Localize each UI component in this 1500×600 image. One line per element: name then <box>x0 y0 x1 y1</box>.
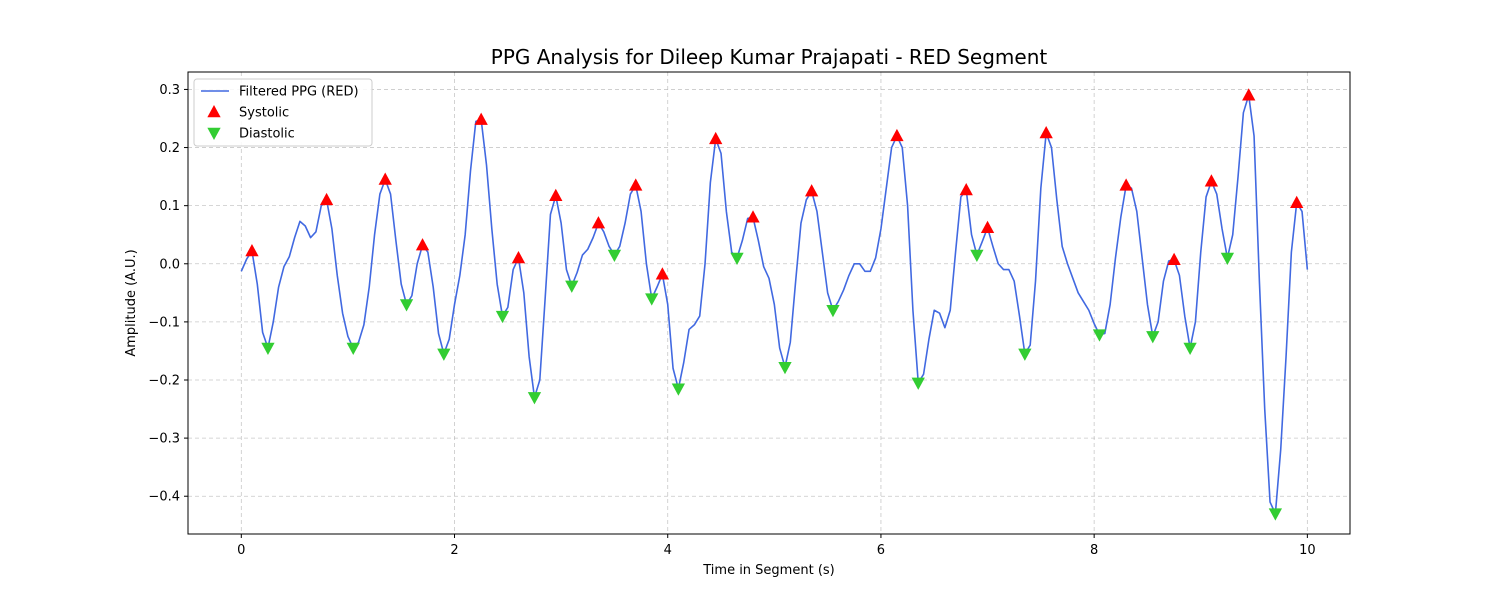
legend-label: Filtered PPG (RED) <box>239 85 359 100</box>
y-tick-label: 0.0 <box>159 257 180 272</box>
systolic-marker <box>655 267 670 280</box>
plot-frame <box>187 71 1351 535</box>
diastolic-marker <box>346 342 360 356</box>
y-tick-label: 0.3 <box>159 83 180 98</box>
systolic-marker <box>1204 174 1219 187</box>
systolic-marker <box>549 188 563 202</box>
diastolic-marker <box>826 305 840 318</box>
x-tick-label: 8 <box>1090 543 1098 558</box>
systolic-marker <box>746 210 760 223</box>
systolic-marker <box>511 250 526 264</box>
diastolic-marker <box>1268 508 1283 521</box>
y-tick-label: −0.2 <box>148 374 180 389</box>
legend-label: Diastolic <box>239 127 295 142</box>
axis-ticks: 0 2 4 6 8 10 −0.4 −0.3 −0.2 −0.1 0.0 0.1 0.2 0.3 <box>148 83 1315 558</box>
systolic-marker <box>319 192 334 206</box>
systolic-marker <box>709 131 723 145</box>
systolic-marker <box>629 178 643 191</box>
diastolic-marker <box>261 342 275 356</box>
legend-systolic-swatch <box>207 105 221 118</box>
chart-title: PPG Analysis for Dileep Kumar Prajapati … <box>491 45 1048 69</box>
systolic-marker <box>980 220 995 233</box>
systolic-marker <box>245 243 259 257</box>
systolic-marker <box>890 128 904 142</box>
legend-diastolic-swatch <box>207 127 221 140</box>
diastolic-marker <box>495 310 510 324</box>
systolic-marker <box>804 184 819 197</box>
x-axis-label: Time in Segment (s) <box>702 563 834 578</box>
y-tick-label: −0.4 <box>148 490 180 505</box>
x-tick-label: 10 <box>1299 543 1316 558</box>
systolic-marker <box>378 172 392 185</box>
systolic-marker <box>474 112 488 125</box>
diastolic-marker <box>607 249 622 263</box>
diastolic-marker <box>645 293 659 306</box>
legend-label: Systolic <box>239 106 289 121</box>
systolic-marker <box>1119 178 1133 191</box>
diastolic-marker <box>527 392 542 405</box>
systolic-marker <box>959 182 973 196</box>
x-tick-label: 2 <box>450 543 458 558</box>
diastolic-marker <box>1220 252 1235 265</box>
diastolic-marker <box>778 361 792 375</box>
diastolic-marker <box>1018 348 1032 361</box>
x-tick-label: 0 <box>237 543 245 558</box>
systolic-marker <box>591 216 606 229</box>
legend: Filtered PPG (RED) Systolic Diastolic <box>193 78 373 147</box>
y-tick-label: 0.2 <box>159 141 180 156</box>
y-tick-label: −0.1 <box>148 315 180 330</box>
systolic-marker <box>1242 88 1256 101</box>
systolic-marker <box>415 238 430 251</box>
y-tick-label: −0.3 <box>148 432 180 447</box>
diastolic-marker <box>437 348 451 361</box>
grid <box>188 72 1350 534</box>
systolic-marker <box>1039 126 1053 139</box>
systolic-marker <box>1167 252 1181 265</box>
ppg-signal-line <box>240 94 1309 515</box>
diastolic-marker <box>671 383 686 396</box>
legend-box <box>193 78 373 147</box>
y-axis-label: Amplitude (A.U.) <box>124 249 139 356</box>
diastolic-marker <box>730 252 744 265</box>
diastolic-marker <box>399 299 414 312</box>
diastolic-marker <box>1146 331 1160 344</box>
diastolic-marker <box>911 377 925 390</box>
x-tick-label: 6 <box>877 543 885 558</box>
plot-area <box>240 88 1309 521</box>
diastolic-marker <box>565 280 579 293</box>
y-tick-label: 0.1 <box>159 199 180 214</box>
x-tick-label: 4 <box>664 543 672 558</box>
diastolic-marker <box>1092 329 1107 342</box>
diastolic-marker <box>970 249 984 263</box>
systolic-marker <box>1290 195 1304 209</box>
diastolic-marker <box>1183 342 1197 356</box>
